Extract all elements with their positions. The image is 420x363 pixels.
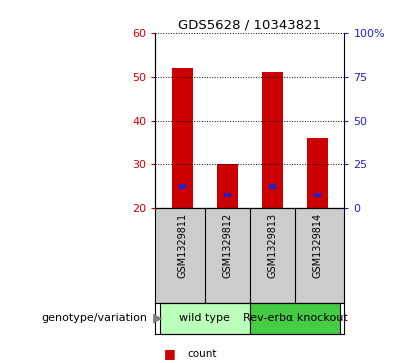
Text: ■: ■ bbox=[164, 347, 176, 360]
Text: wild type: wild type bbox=[179, 313, 230, 323]
Text: count: count bbox=[187, 349, 216, 359]
Bar bbox=[179, 184, 186, 189]
Bar bbox=[217, 164, 238, 208]
Text: GSM1329812: GSM1329812 bbox=[223, 213, 232, 278]
Bar bbox=[172, 68, 192, 208]
Bar bbox=[224, 193, 231, 197]
Bar bbox=[250, 303, 340, 334]
Bar bbox=[160, 303, 250, 334]
Text: GSM1329814: GSM1329814 bbox=[312, 213, 323, 278]
Text: Rev-erbα knockout: Rev-erbα knockout bbox=[242, 313, 347, 323]
Title: GDS5628 / 10343821: GDS5628 / 10343821 bbox=[178, 19, 321, 32]
Bar bbox=[307, 138, 328, 208]
Bar bbox=[314, 193, 321, 197]
Bar bbox=[269, 184, 276, 189]
Text: genotype/variation: genotype/variation bbox=[41, 313, 147, 323]
Text: ▶: ▶ bbox=[153, 312, 163, 325]
Bar bbox=[262, 72, 283, 208]
Text: GSM1329813: GSM1329813 bbox=[268, 213, 277, 278]
Text: GSM1329811: GSM1329811 bbox=[177, 213, 187, 278]
